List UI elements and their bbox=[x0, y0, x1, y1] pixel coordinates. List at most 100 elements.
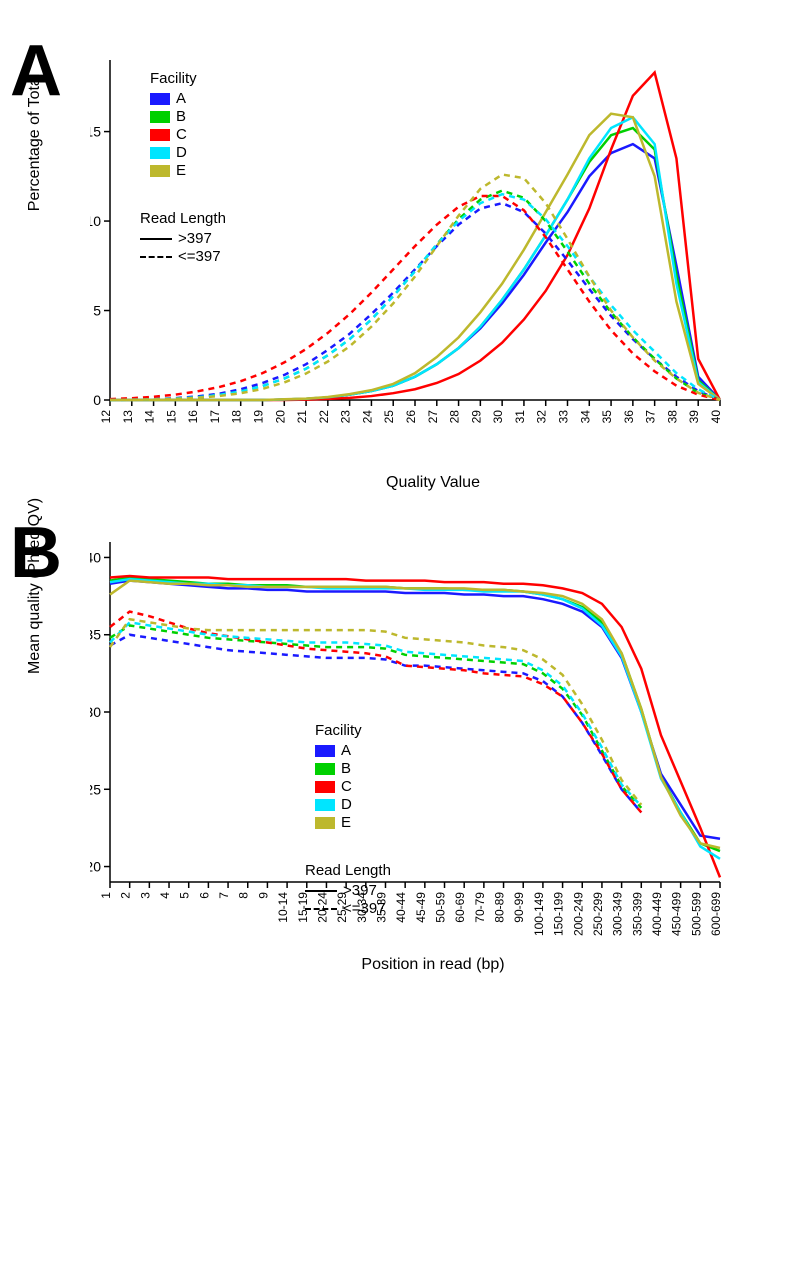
legend-label: A bbox=[176, 90, 186, 107]
legend-swatch-icon bbox=[150, 165, 170, 177]
legend-label: >397 bbox=[343, 882, 377, 899]
svg-text:40: 40 bbox=[90, 549, 101, 565]
svg-text:150-199: 150-199 bbox=[552, 892, 566, 936]
legend-label: B bbox=[341, 760, 351, 777]
svg-text:6: 6 bbox=[197, 892, 211, 899]
legend-item-readlen: >397 bbox=[140, 230, 226, 247]
legend-label: C bbox=[341, 778, 352, 795]
svg-text:30: 30 bbox=[491, 410, 505, 424]
svg-text:80-89: 80-89 bbox=[493, 892, 507, 923]
svg-text:29: 29 bbox=[469, 410, 483, 424]
panel-b-xlabel: Position in read (bp) bbox=[90, 956, 776, 974]
svg-text:90-99: 90-99 bbox=[512, 892, 526, 923]
line-sample-icon bbox=[140, 256, 172, 258]
svg-text:12: 12 bbox=[99, 410, 113, 424]
svg-text:25: 25 bbox=[90, 781, 101, 797]
legend-label: A bbox=[341, 742, 351, 759]
svg-text:38: 38 bbox=[665, 410, 679, 424]
legend-swatch-icon bbox=[150, 147, 170, 159]
svg-text:24: 24 bbox=[360, 410, 374, 424]
svg-text:9: 9 bbox=[256, 892, 270, 899]
svg-text:300-349: 300-349 bbox=[611, 892, 625, 936]
svg-text:5: 5 bbox=[93, 303, 101, 319]
svg-text:45-49: 45-49 bbox=[414, 892, 428, 923]
svg-text:13: 13 bbox=[121, 410, 135, 424]
svg-text:30: 30 bbox=[90, 704, 101, 720]
svg-text:39: 39 bbox=[687, 410, 701, 424]
svg-text:500-599: 500-599 bbox=[689, 892, 703, 936]
svg-text:22: 22 bbox=[317, 410, 331, 424]
svg-text:350-399: 350-399 bbox=[630, 892, 644, 936]
svg-text:17: 17 bbox=[208, 410, 222, 424]
svg-text:16: 16 bbox=[186, 410, 200, 424]
legend-label: C bbox=[176, 126, 187, 143]
svg-text:23: 23 bbox=[339, 410, 353, 424]
svg-text:70-79: 70-79 bbox=[473, 892, 487, 923]
svg-text:450-499: 450-499 bbox=[670, 892, 684, 936]
panel-a: A Percentage of Total 051015121314151617… bbox=[10, 50, 776, 492]
svg-text:19: 19 bbox=[252, 410, 266, 424]
line-sample-icon bbox=[305, 908, 337, 910]
legend-label: E bbox=[341, 814, 351, 831]
svg-text:35: 35 bbox=[90, 627, 101, 643]
legend-swatch-icon bbox=[150, 129, 170, 141]
legend-label: E bbox=[176, 162, 186, 179]
legend-swatch-icon bbox=[315, 799, 335, 811]
svg-text:18: 18 bbox=[230, 410, 244, 424]
svg-text:10-14: 10-14 bbox=[276, 892, 290, 923]
readlen-legend-title: Read Length bbox=[140, 210, 226, 227]
legend-swatch-icon bbox=[150, 93, 170, 105]
panel-a-ylabel: Percentage of Total bbox=[26, 74, 44, 212]
svg-text:28: 28 bbox=[448, 410, 462, 424]
legend-label: D bbox=[341, 796, 352, 813]
legend-label: >397 bbox=[178, 230, 212, 247]
legend-item-A: A bbox=[150, 90, 197, 107]
svg-text:36: 36 bbox=[622, 410, 636, 424]
svg-text:50-59: 50-59 bbox=[434, 892, 448, 923]
svg-text:31: 31 bbox=[513, 410, 527, 424]
panel-a-readlen-legend: Read Length >397<=397 bbox=[140, 210, 226, 266]
legend-label: B bbox=[176, 108, 186, 125]
legend-item-B: B bbox=[315, 760, 362, 777]
legend-item-readlen: <=397 bbox=[140, 248, 226, 265]
svg-text:40-44: 40-44 bbox=[394, 892, 408, 923]
panel-b-facility-legend: Facility ABCDE bbox=[315, 722, 362, 832]
panel-b-ylabel: Mean quality (Phred QV) bbox=[26, 498, 44, 674]
svg-text:10: 10 bbox=[90, 213, 101, 229]
svg-text:600-699: 600-699 bbox=[709, 892, 723, 936]
svg-text:25: 25 bbox=[382, 410, 396, 424]
legend-swatch-icon bbox=[315, 763, 335, 775]
line-sample-icon bbox=[140, 238, 172, 240]
svg-text:100-149: 100-149 bbox=[532, 892, 546, 936]
panel-b-svg: 202530354012345678910-1415-1920-2425-293… bbox=[90, 532, 730, 952]
legend-item-B: B bbox=[150, 108, 197, 125]
svg-text:26: 26 bbox=[404, 410, 418, 424]
svg-text:14: 14 bbox=[143, 410, 157, 424]
legend-item-C: C bbox=[315, 778, 362, 795]
svg-text:20: 20 bbox=[90, 859, 101, 875]
facility-legend-title: Facility bbox=[150, 70, 197, 87]
svg-text:33: 33 bbox=[557, 410, 571, 424]
panel-b-readlen-legend: Read Length >397<=397 bbox=[305, 862, 391, 918]
legend-label: <=397 bbox=[178, 248, 221, 265]
legend-swatch-icon bbox=[315, 817, 335, 829]
legend-swatch-icon bbox=[315, 781, 335, 793]
panel-b: B Mean quality (Phred QV) 20253035401234… bbox=[10, 532, 776, 974]
svg-text:4: 4 bbox=[158, 892, 172, 899]
svg-text:2: 2 bbox=[119, 892, 133, 899]
line-sample-icon bbox=[305, 890, 337, 892]
svg-text:15: 15 bbox=[164, 410, 178, 424]
svg-text:35: 35 bbox=[600, 410, 614, 424]
legend-item-D: D bbox=[315, 796, 362, 813]
svg-text:27: 27 bbox=[426, 410, 440, 424]
svg-text:1: 1 bbox=[99, 892, 113, 899]
svg-text:200-249: 200-249 bbox=[571, 892, 585, 936]
svg-text:400-449: 400-449 bbox=[650, 892, 664, 936]
legend-label: <=397 bbox=[343, 900, 386, 917]
svg-text:60-69: 60-69 bbox=[453, 892, 467, 923]
legend-swatch-icon bbox=[150, 111, 170, 123]
svg-text:8: 8 bbox=[237, 892, 251, 899]
panel-a-chart: Percentage of Total 05101512131415161718… bbox=[90, 50, 776, 492]
legend-item-readlen: <=397 bbox=[305, 900, 391, 917]
svg-text:7: 7 bbox=[217, 892, 231, 899]
